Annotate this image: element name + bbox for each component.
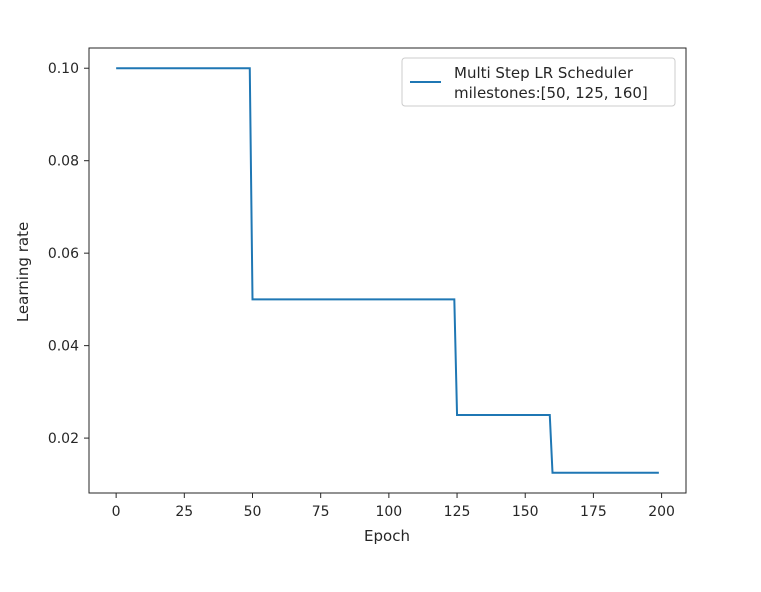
y-tick-label: 0.02 [48,431,79,447]
x-axis-label: Epoch [364,527,410,545]
legend-label-line-1: Multi Step LR Scheduler [454,64,634,82]
y-tick-label: 0.10 [48,61,79,77]
plot-frame [88,47,687,494]
x-tick-label: 125 [444,504,471,520]
legend: Multi Step LR Scheduler milestones:[50, … [401,57,676,107]
y-axis-label: Learning rate [14,222,32,322]
legend-label-line-2: milestones:[50, 125, 160] [454,84,648,102]
y-tick-label: 0.04 [48,339,79,355]
x-tick-label: 200 [648,504,675,520]
legend-box [401,57,676,107]
y-tick-label: 0.06 [48,246,79,262]
x-axis-ticks: 0 25 50 75 100 125 150 175 200 [112,493,675,520]
x-tick-label: 100 [375,504,402,520]
x-tick-label: 75 [312,504,330,520]
x-tick-label: 175 [580,504,607,520]
plot-area [88,47,687,494]
y-axis-ticks: 0.02 0.04 0.06 0.08 0.10 [48,61,89,447]
y-tick-label: 0.08 [48,154,79,170]
series-line-0 [116,67,659,474]
x-tick-label: 50 [244,504,262,520]
x-tick-label: 25 [175,504,193,520]
x-tick-label: 0 [112,504,121,520]
x-tick-label: 150 [512,504,539,520]
